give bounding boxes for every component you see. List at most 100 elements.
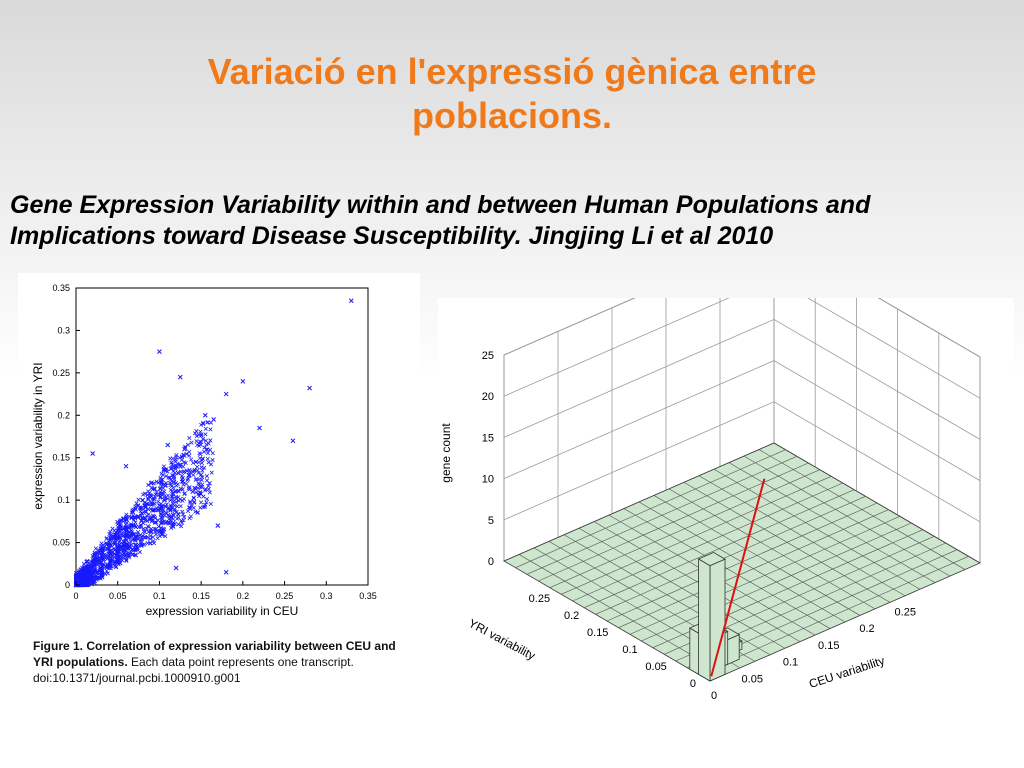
cloud-point [93, 546, 98, 551]
cloud-point [199, 432, 204, 437]
cloud-point [202, 449, 207, 454]
cloud-point [152, 497, 157, 502]
ceu-axis-label: CEU variability [807, 653, 886, 691]
cloud-point [203, 488, 208, 493]
cloud-point [199, 465, 204, 470]
cloud-point [166, 505, 171, 510]
cloud-point [204, 500, 209, 505]
cloud-point [125, 542, 130, 547]
cloud-point [203, 432, 208, 437]
cloud-point [185, 442, 191, 447]
cloud-point [168, 456, 173, 461]
histogram-3d-panel: 0 5 10 15 20 25 0 0.05 0.1 0.15 0.2 0.25 0 0.05 0.1 0… [438, 236, 1014, 702]
cloud-point [74, 578, 79, 584]
cloud-point [180, 509, 185, 514]
data-point [165, 442, 171, 448]
cloud-point [202, 504, 208, 509]
cloud-point [112, 546, 117, 551]
cloud-point [188, 500, 193, 506]
cloud-point [195, 485, 201, 491]
cloud-point [154, 520, 159, 525]
cloud-point [181, 482, 186, 487]
cloud-point [156, 493, 161, 498]
cloud-point [160, 472, 165, 478]
cloud-point [124, 551, 130, 556]
cloud-point [124, 555, 129, 560]
x-axis-label: expression variability in CEU [146, 604, 299, 618]
cloud-point [196, 481, 201, 486]
cloud-point [171, 479, 176, 485]
cloud-point [165, 493, 171, 498]
cloud-point [121, 516, 126, 521]
cloud-point [91, 561, 96, 566]
cloud-point [99, 569, 104, 574]
x-tick-label: 0.3 [320, 591, 333, 601]
cloud-point [207, 490, 212, 495]
cloud-point [191, 496, 196, 501]
cloud-point [163, 520, 168, 525]
cloud-point [205, 420, 210, 425]
y-tick-label: 0.05 [52, 538, 70, 548]
cloud-point [85, 578, 90, 583]
yri-axis-label: YRI variability [466, 616, 537, 663]
cloud-point [210, 457, 215, 463]
cloud-point [145, 541, 150, 546]
cloud-point [168, 507, 173, 512]
cloud-point [208, 427, 213, 432]
cloud-point [117, 533, 122, 539]
data-point [223, 391, 229, 397]
cloud-point [163, 534, 168, 539]
cloud-point [140, 515, 145, 520]
cloud-point [174, 489, 179, 494]
cloud-point [115, 552, 120, 557]
cloud-point [124, 514, 129, 519]
cloud-point [92, 552, 97, 557]
cloud-point [85, 574, 90, 579]
cloud-point [112, 563, 117, 568]
cloud-point [193, 490, 199, 495]
cloud-point [189, 457, 194, 462]
cloud-point [121, 541, 126, 547]
cloud-point [171, 473, 176, 478]
cloud-point [121, 519, 126, 524]
cloud-point [94, 560, 99, 565]
cloud-point [198, 452, 203, 457]
cloud-point [143, 505, 148, 510]
yri-axis-ticks: 0 0.05 0.1 0.15 0.2 0.25 [529, 593, 696, 690]
cloud-point [149, 516, 154, 521]
cloud-point [158, 512, 164, 517]
x-tick-label: 0 [73, 591, 78, 601]
cloud-point [182, 491, 187, 496]
cloud-point [116, 562, 121, 567]
cloud-point [105, 571, 110, 576]
cloud-point [205, 451, 210, 456]
scatter-plot: 0 0.05 0.1 0.15 0.2 0.25 0.3 0.35 00.050.10.150… [31, 283, 377, 618]
cloud-point [117, 530, 122, 535]
y-tick-label: 0.15 [52, 453, 70, 463]
y-tick-label: 0.3 [57, 325, 70, 335]
cloud-point [85, 562, 90, 567]
cloud-point [164, 474, 169, 479]
cloud-point [160, 531, 165, 536]
cloud-point [118, 527, 123, 532]
cloud-point [94, 573, 99, 578]
cloud-point [174, 494, 179, 499]
cloud-point [172, 470, 177, 476]
data-point [81, 565, 87, 571]
cloud-point [139, 543, 144, 548]
cloud-point [199, 433, 204, 438]
cloud-point [171, 485, 176, 490]
cloud-point [163, 504, 168, 509]
cloud-point [194, 476, 199, 482]
cloud-point [129, 510, 134, 515]
cloud-point [184, 468, 190, 473]
yri-tick-label: 0.2 [564, 610, 579, 622]
floor-grid-line [758, 449, 966, 570]
cloud-point [179, 524, 184, 529]
z-tick-label: 25 [482, 350, 494, 362]
cloud-point [86, 569, 91, 574]
data-point [307, 385, 312, 391]
cloud-point [173, 459, 178, 464]
cloud-point [84, 559, 89, 564]
cloud-point [193, 509, 198, 514]
